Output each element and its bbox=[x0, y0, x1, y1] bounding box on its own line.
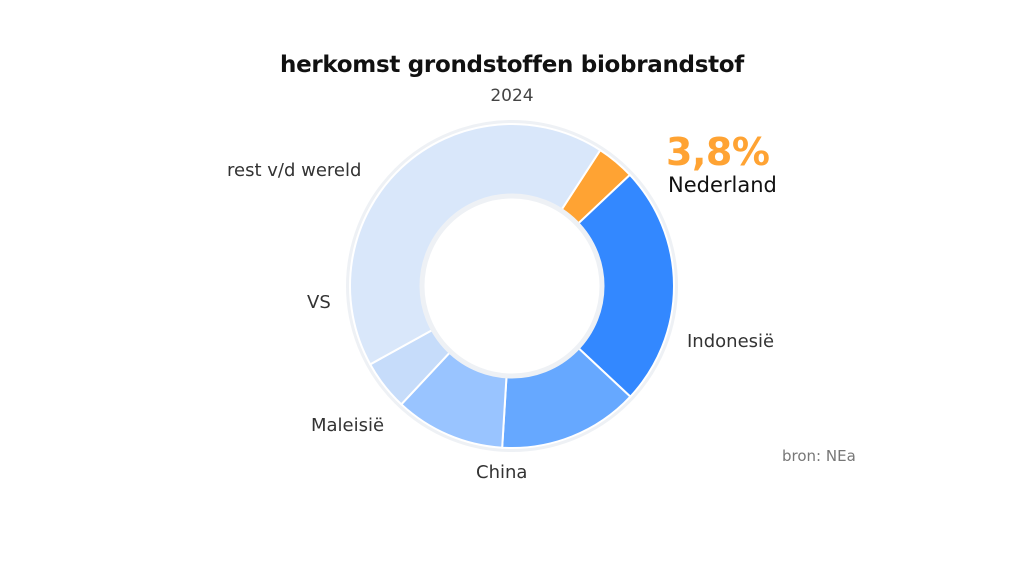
slice-label-nederland: Nederland bbox=[668, 173, 777, 197]
slice-label-indonesie: Indonesië bbox=[687, 331, 775, 352]
chart-title: herkomst grondstoffen biobrandstof bbox=[280, 52, 744, 78]
slice-label-maleisie: Maleisië bbox=[311, 415, 385, 436]
source-label: bron: NEa bbox=[782, 447, 856, 465]
donut-hole bbox=[419, 193, 605, 379]
slice-label-rest-vd-wereld: rest v/d wereld bbox=[227, 160, 362, 181]
highlight-value-label: 3,8% bbox=[666, 130, 770, 174]
slice-label-vs: VS bbox=[307, 292, 331, 313]
chart-subtitle: 2024 bbox=[490, 86, 534, 106]
slice-label-china: China bbox=[476, 462, 528, 483]
